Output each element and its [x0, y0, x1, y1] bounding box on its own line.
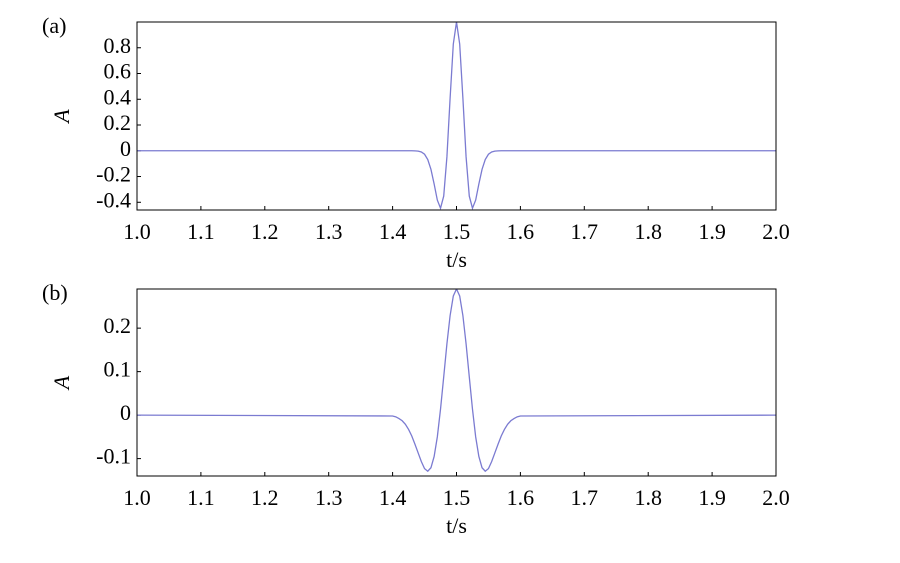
data-line	[137, 22, 776, 210]
x-tick-label: 2.0	[762, 485, 790, 510]
y-tick-label: 0.4	[104, 84, 132, 109]
y-tick-label: 0	[120, 400, 131, 425]
x-tick-label: 1.6	[507, 219, 535, 244]
x-tick-label: 1.0	[123, 219, 151, 244]
x-tick-label: 2.0	[762, 219, 790, 244]
y-tick-label: -0.4	[96, 187, 131, 212]
x-tick-label: 1.7	[571, 485, 599, 510]
x-tick-label: 1.9	[698, 485, 726, 510]
x-axis-label: t/s	[446, 247, 467, 272]
x-tick-label: 1.0	[123, 485, 151, 510]
x-tick-label: 1.5	[443, 485, 471, 510]
x-tick-label: 1.3	[315, 219, 343, 244]
y-tick-label: 0.2	[104, 313, 132, 338]
x-tick-label: 1.5	[443, 219, 471, 244]
plot-frame	[136, 21, 777, 211]
x-tick-label: 1.2	[251, 219, 279, 244]
y-axis-label: A	[49, 375, 74, 391]
y-tick-label: 0	[120, 136, 131, 161]
x-tick-label: 1.6	[507, 485, 535, 510]
x-tick-label: 1.2	[251, 485, 279, 510]
data-line	[137, 289, 776, 473]
x-axis-label: t/s	[446, 513, 467, 538]
y-tick-label: -0.1	[96, 444, 131, 469]
y-tick-label: 0.1	[104, 357, 132, 382]
y-tick-label: -0.2	[96, 162, 131, 187]
x-tick-label: 1.1	[187, 485, 215, 510]
panel-label: (b)	[42, 280, 68, 305]
y-axis-label: A	[49, 109, 74, 125]
x-tick-label: 1.4	[379, 485, 407, 510]
x-tick-label: 1.7	[571, 219, 599, 244]
x-tick-label: 1.8	[634, 219, 662, 244]
x-tick-label: 1.4	[379, 219, 407, 244]
panel-label: (a)	[42, 13, 66, 38]
y-tick-label: 0.8	[104, 33, 132, 58]
x-tick-label: 1.3	[315, 485, 343, 510]
x-tick-label: 1.8	[634, 485, 662, 510]
y-tick-label: 0.2	[104, 110, 132, 135]
y-tick-label: 0.6	[104, 59, 132, 84]
plot-frame	[136, 288, 777, 477]
x-tick-label: 1.1	[187, 219, 215, 244]
x-tick-label: 1.9	[698, 219, 726, 244]
